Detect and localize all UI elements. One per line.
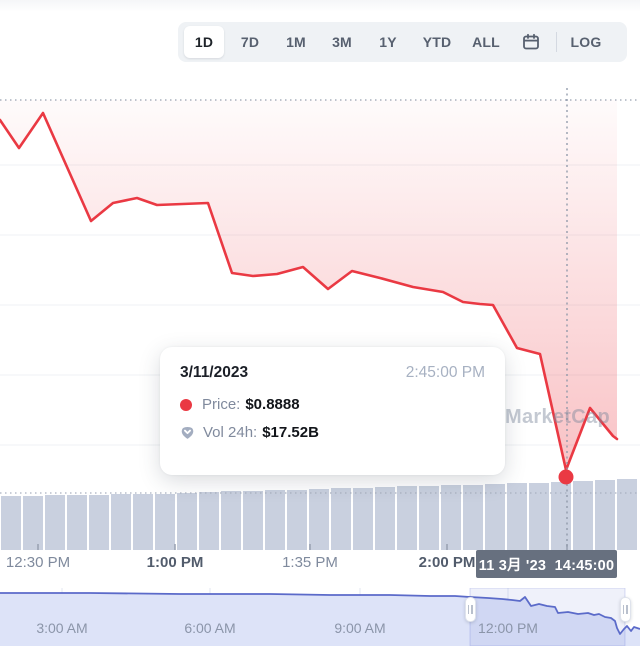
- brush-area-fill: [0, 593, 640, 646]
- log-scale-button[interactable]: LOG: [563, 26, 609, 58]
- tooltip-vol-label: Vol 24h:: [203, 424, 258, 441]
- x-axis-label: 1:35 PM: [282, 554, 338, 571]
- brush-selection-window[interactable]: [469, 588, 626, 646]
- crosshair-time-badge: 11 3月 '23 14:45:00: [476, 550, 617, 578]
- x-axis-label: 2:00 PM: [418, 554, 476, 571]
- range-button-3m[interactable]: 3M: [322, 26, 362, 58]
- range-button-1m[interactable]: 1M: [276, 26, 316, 58]
- brush-handle-left[interactable]: [464, 597, 476, 622]
- x-axis-ticks: [37, 544, 568, 550]
- brush-minimap[interactable]: 3:00 AM 6:00 AM 9:00 AM 12:00 PM: [0, 588, 640, 646]
- price-marker-dot: [558, 469, 574, 485]
- calendar-icon: [521, 32, 541, 52]
- x-axis-label: 1:00 PM: [146, 554, 204, 571]
- tooltip-vol-value: $17.52B: [262, 424, 319, 441]
- range-button-1d[interactable]: 1D: [184, 26, 224, 58]
- price-area-fill: [0, 100, 617, 470]
- x-axis-label: 12:30 PM: [5, 554, 71, 571]
- range-button-group: 1D 7D 1M 3M 1Y YTD ALL: [184, 26, 506, 58]
- chart-tooltip: 3/11/2023 2:45:00 PM Price: $0.8888 Vol …: [160, 347, 505, 475]
- range-button-ytd[interactable]: YTD: [414, 26, 460, 58]
- volume-shield-icon: [180, 425, 195, 440]
- volume-bars: [1, 479, 637, 550]
- brush-axis-label: 3:00 AM: [36, 620, 88, 636]
- brush-canvas[interactable]: [0, 588, 640, 646]
- brush-axis-label: 9:00 AM: [334, 620, 386, 636]
- range-button-all[interactable]: ALL: [466, 26, 506, 58]
- time-range-toolbar: 1D 7D 1M 3M 1Y YTD ALL LOG: [178, 22, 627, 62]
- x-axis: 12:30 PM 1:00 PM 1:35 PM 2:00 PM: [0, 551, 640, 578]
- tooltip-price-label: Price:: [202, 396, 241, 413]
- top-gradient-strip: [0, 0, 640, 12]
- tooltip-date: 3/11/2023: [180, 364, 249, 381]
- price-chart-canvas[interactable]: [0, 80, 640, 580]
- tooltip-price-value: $0.8888: [245, 396, 300, 413]
- brush-axis-label: 12:00 PM: [478, 620, 538, 636]
- red-dot-icon: [180, 398, 192, 411]
- calendar-button[interactable]: [512, 26, 550, 58]
- toolbar-divider: [556, 32, 557, 52]
- brush-axis-label: 6:00 AM: [184, 620, 236, 636]
- marketcap-watermark: MarketCap: [505, 406, 610, 428]
- brush-handle-right[interactable]: [619, 597, 631, 622]
- price-line: [0, 111, 619, 472]
- range-button-7d[interactable]: 7D: [230, 26, 270, 58]
- range-button-1y[interactable]: 1Y: [368, 26, 408, 58]
- brush-line: [0, 592, 640, 635]
- tooltip-time: 2:45:00 PM: [405, 364, 485, 381]
